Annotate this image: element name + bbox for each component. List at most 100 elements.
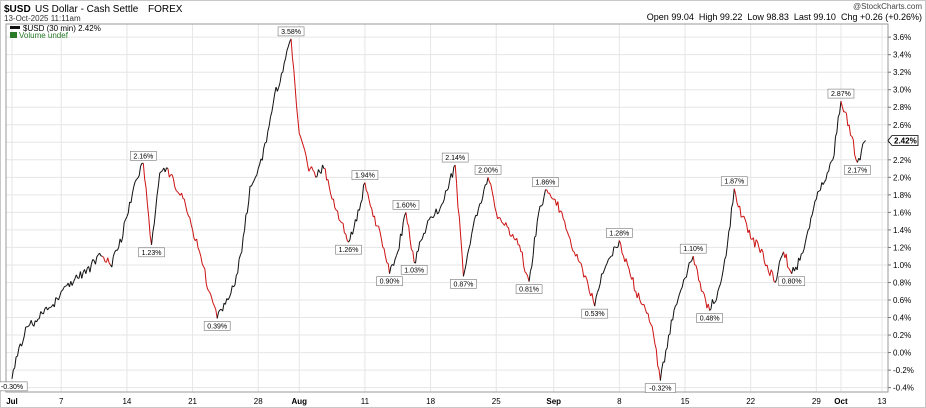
y-tick-label: 1.4% (893, 226, 911, 235)
series-segment (617, 240, 620, 248)
series-segment (306, 164, 310, 172)
series-segment (81, 272, 84, 279)
series-segment (679, 289, 682, 294)
series-segment (815, 191, 819, 200)
data-label: 1.87% (720, 176, 748, 187)
data-label-text: 2.00% (478, 167, 498, 174)
legend-series-swatch (10, 26, 20, 29)
series-segment (588, 291, 592, 297)
series-segment (469, 234, 473, 245)
series-segment (724, 255, 727, 260)
series-segment (42, 308, 46, 314)
series-segment (707, 303, 711, 311)
series-segment (11, 369, 14, 379)
series-segment (136, 177, 139, 180)
series-segment (264, 141, 267, 144)
series-segment (125, 216, 128, 220)
series-segment (573, 251, 577, 257)
series-segment (629, 274, 633, 280)
series-segment (482, 189, 485, 199)
data-label: 0.48% (696, 313, 723, 323)
series-segment (818, 189, 821, 192)
series-segment (145, 187, 148, 205)
y-axis: -0.4% -0.2% 0.0% 0.2% 0.4% 0.6% 0.8% 1.0% 1.2% 1.… (887, 33, 919, 393)
data-label-text: 1.28% (609, 230, 629, 237)
series-segment (237, 259, 240, 274)
series-segment (384, 256, 388, 263)
series-segment (16, 348, 20, 357)
series-segment (491, 191, 494, 199)
series-segment (233, 284, 236, 288)
series-segment (62, 287, 65, 291)
series-segment (529, 266, 533, 272)
series-segment (720, 277, 723, 284)
series-segment (785, 253, 789, 268)
series-segment (546, 189, 549, 194)
series-segment (23, 326, 27, 336)
series-segment (305, 155, 308, 165)
series-segment (300, 136, 303, 142)
series-segment (428, 216, 432, 220)
series-segment (608, 257, 611, 260)
series-segment (465, 254, 469, 264)
series-segment (536, 212, 540, 222)
series-segment (829, 161, 832, 165)
y-tick-label: 2.0% (893, 173, 911, 182)
price-series (11, 38, 866, 381)
y-tick-label: 0.6% (893, 296, 911, 305)
series-segment (844, 111, 847, 114)
series-segment (229, 293, 232, 298)
series-segment (230, 285, 233, 294)
series-segment (826, 171, 829, 173)
series-segment (714, 299, 717, 303)
series-segment (685, 269, 689, 278)
x-axis: Jul 7 14 21 28 Aug 11 18 25 Sep 8 15 22 29 Oct 13 (6, 397, 887, 406)
series-segment (259, 158, 262, 165)
series-segment (204, 268, 207, 284)
series-segment (196, 238, 199, 248)
data-label: 0.81% (515, 284, 543, 294)
series-segment (615, 246, 617, 249)
series-segment (435, 208, 438, 215)
series-segment (762, 252, 765, 262)
series-segment (267, 125, 270, 132)
series-segment (276, 87, 280, 92)
series-segment (427, 219, 430, 221)
ohlc-readout: Open 99.04 High 99.22 Low 98.83 Last 99.… (647, 12, 922, 22)
series-segment (581, 268, 585, 278)
series-segment (242, 230, 246, 237)
series-segment (192, 229, 195, 238)
series-segment (731, 202, 734, 209)
series-segment (367, 192, 370, 200)
series-segment (457, 207, 460, 218)
series-segment (683, 277, 686, 281)
data-label: -0.30% (0, 381, 28, 392)
series-segment (516, 238, 519, 245)
series-segment (653, 334, 656, 345)
series-segment (285, 50, 288, 59)
data-label-box (130, 151, 157, 161)
x-tick-label: 11 (361, 397, 370, 406)
y-tick-label: 3.2% (893, 68, 911, 77)
series-segment (783, 251, 786, 259)
series-segment (673, 305, 676, 311)
series-segment (616, 246, 619, 249)
series-segment (632, 277, 635, 291)
series-segment (338, 219, 341, 222)
series-segment (621, 252, 624, 257)
series-segment (332, 198, 336, 208)
data-label-box (0, 381, 28, 392)
series-segment (531, 255, 534, 267)
series-segment (409, 239, 412, 250)
series-segment (776, 271, 779, 280)
data-label: 1.86% (532, 177, 559, 187)
series-segment (801, 252, 803, 255)
series-segment (505, 222, 508, 227)
series-segment (361, 184, 365, 200)
series-segment (638, 292, 641, 301)
series-segment (676, 298, 679, 305)
series-segment (591, 293, 594, 302)
series-segment (752, 237, 756, 248)
series-segment (643, 304, 646, 310)
series-segment (625, 258, 629, 266)
